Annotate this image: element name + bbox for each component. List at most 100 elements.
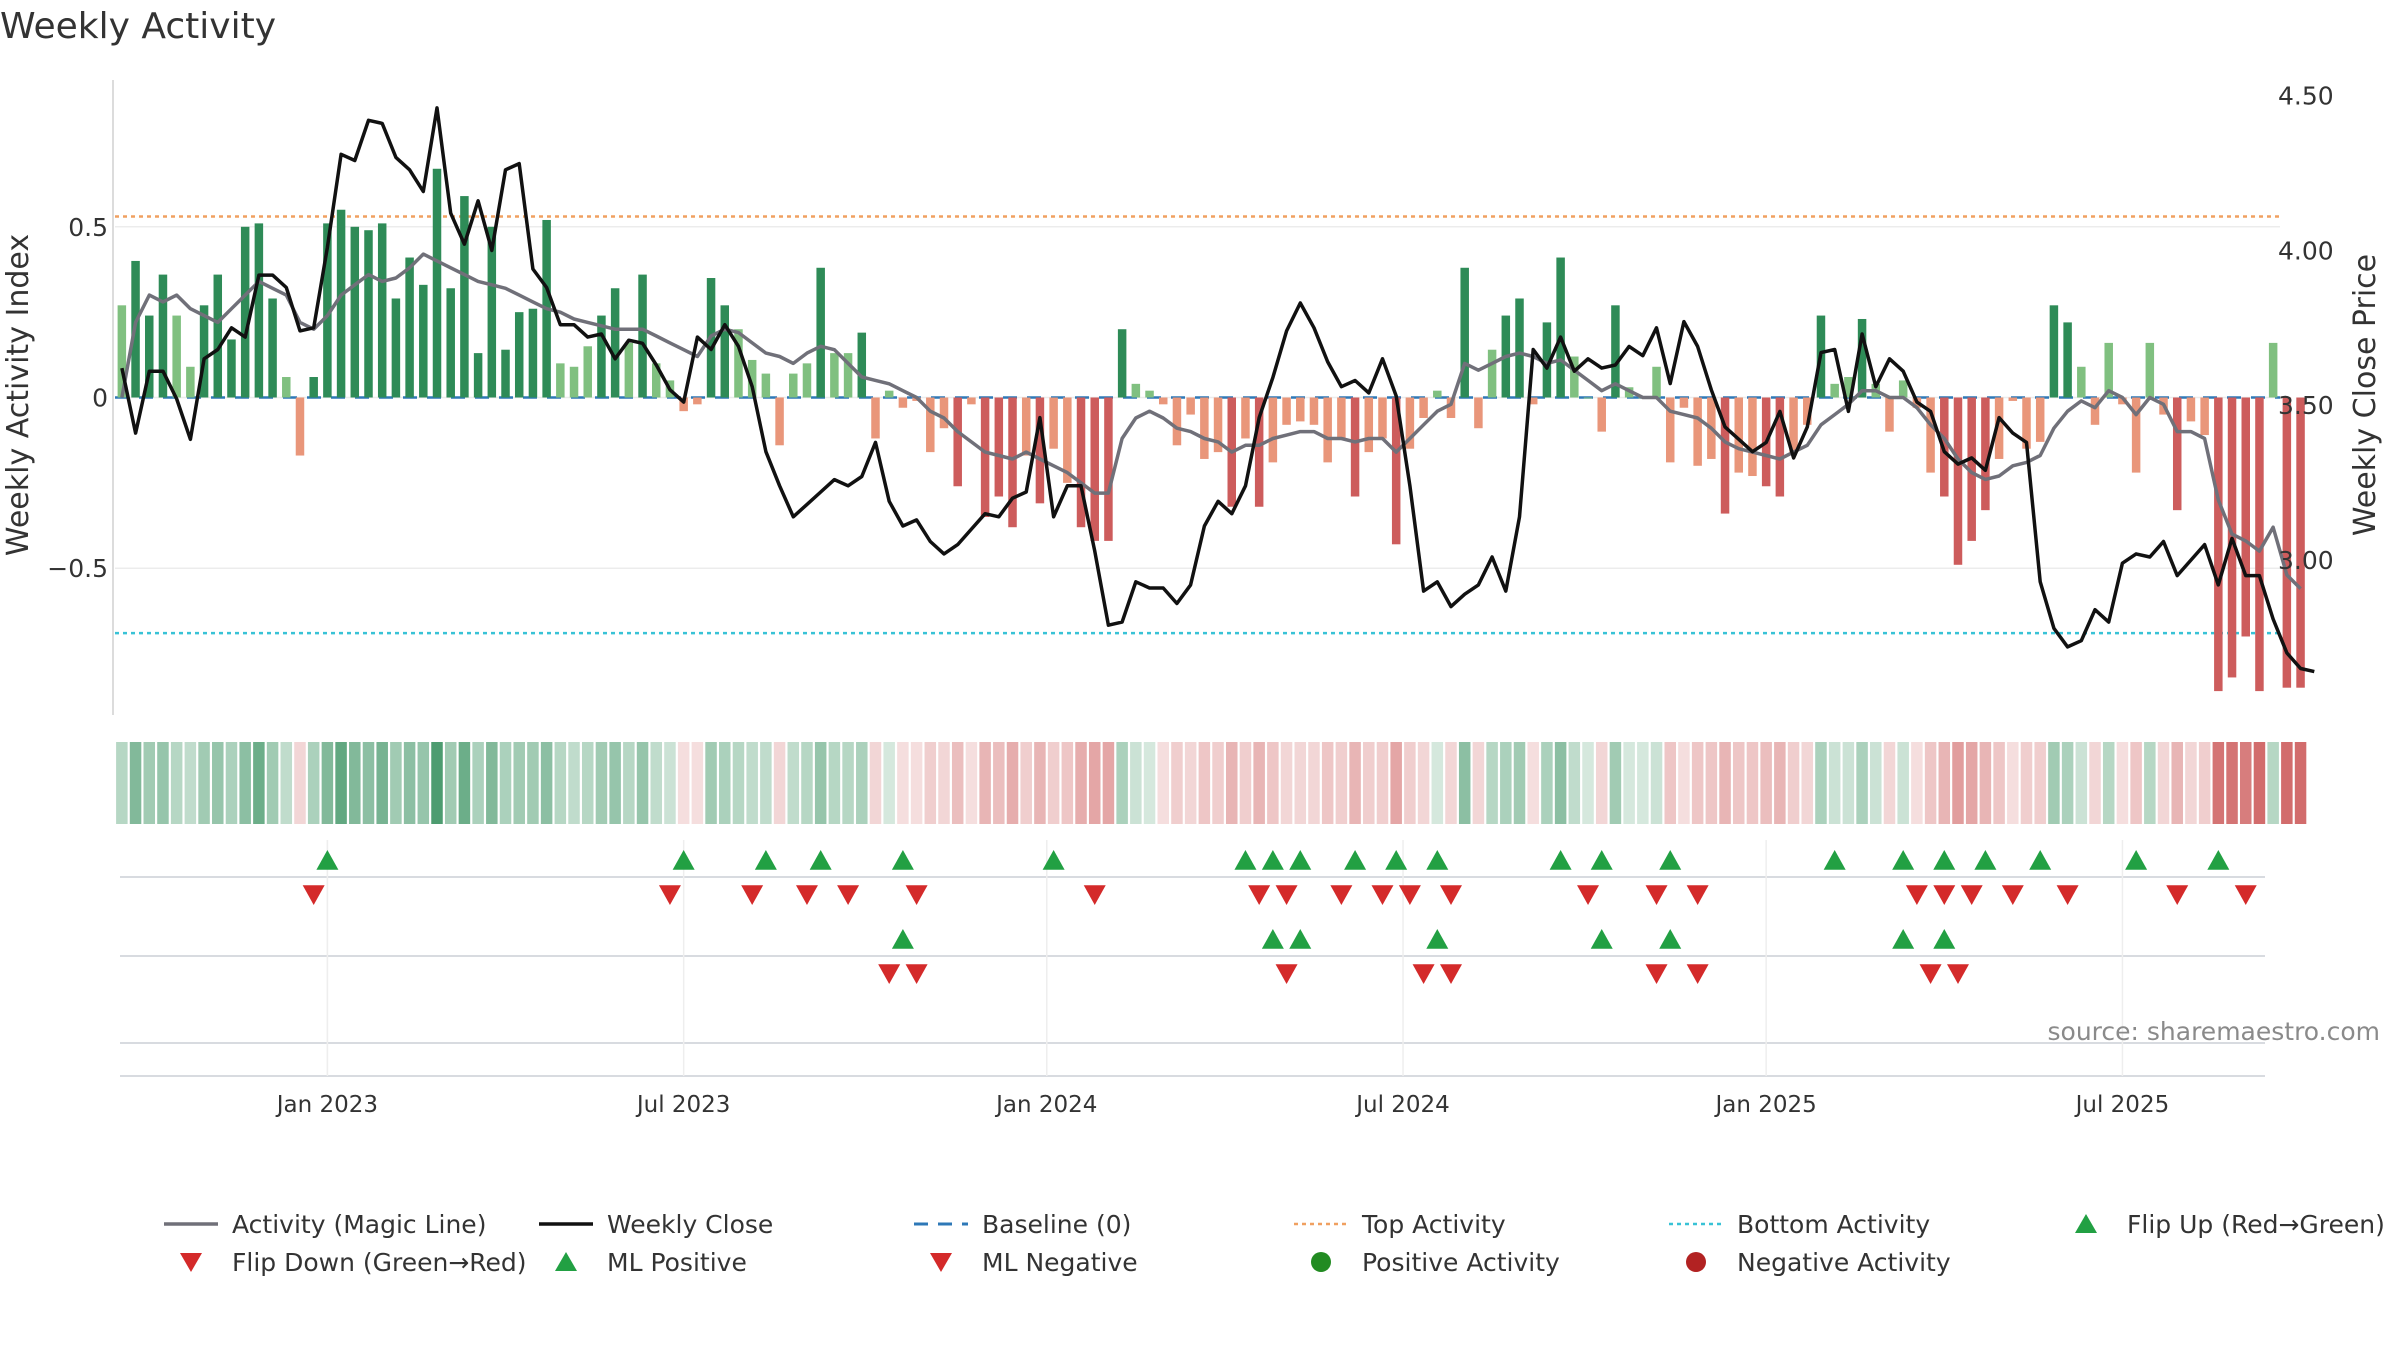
activity-bar	[172, 315, 181, 398]
ribbon-cell	[869, 742, 882, 824]
activity-bar	[1446, 397, 1456, 418]
x-tick-label: Jan 2024	[994, 1092, 1097, 1118]
ribbon-cell	[677, 742, 690, 824]
legend-swatch-dot	[1290, 1247, 1352, 1277]
ribbon-cell	[568, 742, 580, 824]
x-tick-label: Jul 2025	[2074, 1092, 2170, 1118]
activity-bar	[1254, 397, 1264, 507]
ribbon-cell	[1760, 742, 1772, 824]
ribbon-cell	[1527, 742, 1539, 824]
ribbon-cell	[2102, 742, 2115, 824]
legend-label: Bottom Activity	[1737, 1209, 1931, 1239]
ribbon-cell	[540, 742, 553, 824]
activity-bar	[789, 373, 798, 398]
legend-swatch-dotted	[1290, 1209, 1352, 1239]
ribbon-cell	[2075, 742, 2088, 824]
ribbon-cell	[1705, 742, 1718, 824]
ribbon-cell	[527, 742, 539, 824]
activity-bar	[1583, 397, 1593, 399]
legend-item: Activity (Magic Line)	[160, 1205, 486, 1243]
activity-bar	[1090, 397, 1099, 541]
ribbon-cell	[2116, 742, 2129, 824]
activity-bar	[1364, 397, 1374, 453]
ribbon-cell	[1500, 742, 1512, 824]
legend-item: Top Activity	[1290, 1205, 1506, 1243]
ribbon-cell	[1280, 742, 1293, 824]
ribbon-cell	[431, 742, 443, 824]
flip-down-marker	[2001, 885, 2024, 905]
activity-bar	[240, 226, 250, 398]
activity-bar	[2118, 397, 2127, 405]
ribbon-cell	[1376, 742, 1389, 824]
activity-bar	[747, 359, 757, 398]
ribbon-cell	[1856, 742, 1868, 824]
activity-bar	[830, 353, 839, 398]
flip-up-marker	[1426, 850, 1449, 870]
activity-bar	[1926, 397, 1935, 473]
ribbon-cell	[1445, 742, 1457, 824]
ribbon-cell	[1047, 742, 1060, 824]
activity-bar	[1063, 397, 1072, 483]
activity-bar	[597, 315, 606, 398]
ribbon-cell	[2198, 742, 2211, 824]
ribbon-cell	[554, 742, 567, 824]
ribbon-cell	[1020, 742, 1032, 824]
ribbon-cell	[2239, 742, 2252, 824]
ribbon-cell	[1664, 742, 1676, 824]
ribbon-cell	[294, 742, 306, 824]
activity-bar	[117, 305, 127, 398]
activity-bar	[528, 308, 538, 398]
flip-down-marker	[302, 885, 325, 905]
activity-bar	[419, 284, 428, 398]
ribbon-cell	[1349, 742, 1361, 824]
activity-bar	[295, 397, 305, 456]
activity-bar	[2268, 342, 2278, 398]
legend-item: Positive Activity	[1290, 1243, 1560, 1281]
flip-down-marker	[2056, 885, 2079, 905]
ribbon-cell	[2089, 742, 2101, 824]
flip-down-marker	[837, 885, 860, 905]
flip-down-marker	[1330, 885, 1353, 905]
activity-bar	[1172, 397, 1182, 446]
legend-item: Negative Activity	[1665, 1243, 1951, 1281]
ribbon-cell	[773, 742, 786, 824]
ribbon-cell	[513, 742, 525, 824]
activity-bar	[460, 196, 469, 398]
flip-down-marker	[1083, 885, 1106, 905]
weekly-activity-chart: Weekly Activity 0.5 0 −0.5 4.50 4.00 3.50 3.00…	[0, 6, 2383, 1118]
ribbon-cell	[1404, 742, 1416, 824]
ribbon-cell	[814, 742, 827, 824]
activity-bar	[282, 377, 291, 398]
activity-bar	[1076, 397, 1086, 528]
activity-bar	[309, 377, 318, 398]
y-right-tick-label: 4.00	[2278, 236, 2334, 265]
ml-negative-marker	[878, 964, 901, 984]
activity-bar	[1117, 329, 1127, 398]
activity-bar	[1734, 397, 1743, 473]
legend-label: Top Activity	[1362, 1209, 1506, 1239]
ribbon-cell	[1308, 742, 1320, 824]
ribbon-cell	[1458, 742, 1471, 824]
ribbon-cell	[2226, 742, 2238, 824]
activity-bar	[2200, 397, 2209, 436]
activity-bar	[569, 366, 579, 398]
activity-bar	[227, 339, 236, 398]
ribbon-cell	[1870, 742, 1882, 824]
ribbon-cell	[1678, 742, 1690, 824]
chart-legend: Activity (Magic Line) Weekly Close Baselin…	[160, 1205, 2400, 1295]
y-axis-left-label: Weekly Activity Index	[1, 234, 36, 556]
flip-down-marker	[1275, 885, 1298, 905]
ribbon-cell	[499, 742, 512, 824]
ribbon-cell	[1568, 742, 1581, 824]
legend-swatch-dot	[1665, 1247, 1727, 1277]
flip-up-marker	[2029, 850, 2052, 870]
activity-bar	[1268, 397, 1278, 463]
activity-bar	[2214, 397, 2223, 692]
legend-label: Activity (Magic Line)	[232, 1209, 487, 1239]
activity-bar	[1803, 397, 1812, 425]
activity-bar	[377, 223, 387, 398]
ribbon-cell	[2281, 742, 2293, 824]
ribbon-cell	[486, 742, 498, 824]
activity-bar	[254, 223, 264, 398]
ribbon-cell	[458, 742, 471, 824]
